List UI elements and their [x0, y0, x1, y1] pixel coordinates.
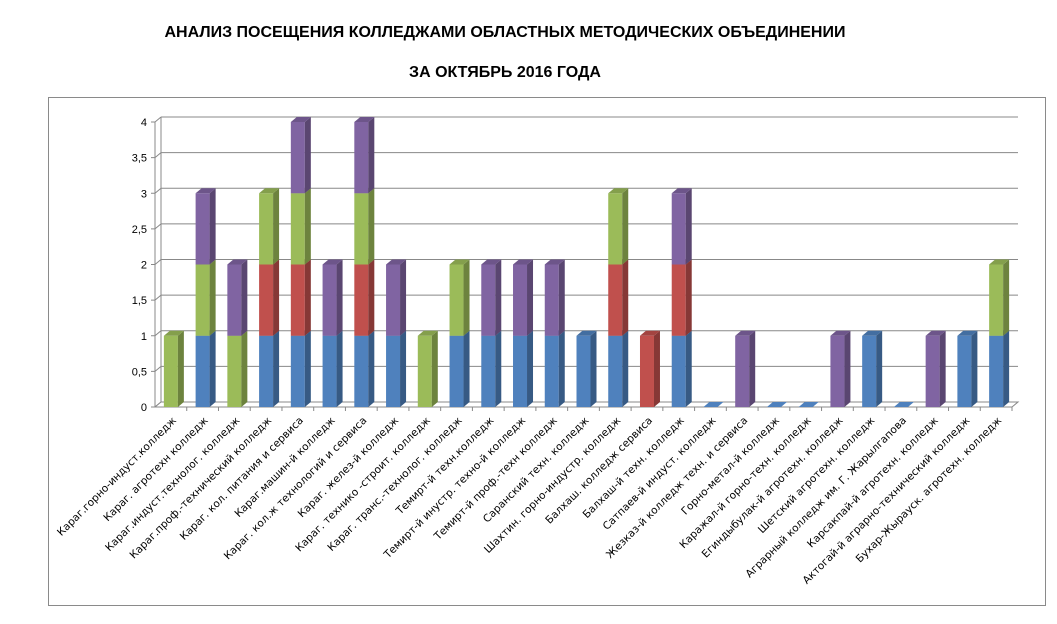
y-tick-label: 2	[141, 260, 147, 272]
bar-segment-series-3	[259, 188, 280, 265]
x-tick-label: Бухар-Жырауск. агротехн. колледж	[854, 414, 1005, 565]
y-tick-label: 1,5	[132, 295, 147, 307]
bar-segment-series-4	[830, 330, 851, 407]
bar-segment-series-1	[322, 330, 343, 407]
bar-segment-series-1	[481, 330, 502, 407]
bar-zero	[893, 402, 914, 407]
bar-segment-series-2	[259, 259, 280, 336]
bar-segment-series-4	[671, 188, 692, 265]
y-tick-label: 0	[141, 402, 147, 414]
bar-segment-series-3	[195, 259, 216, 336]
gridline-depth	[154, 330, 162, 337]
y-tick-label: 3	[141, 188, 147, 200]
gridline-depth	[154, 365, 162, 372]
bar-segment-series-1	[671, 330, 692, 407]
bar-segment-series-4	[354, 117, 375, 194]
bar-segment-series-3	[163, 330, 184, 407]
bar-segment-series-1	[195, 330, 216, 407]
bar-segment-series-1	[608, 330, 629, 407]
gridline-depth	[154, 259, 162, 265]
bar-segment-series-1	[576, 330, 597, 407]
bar-segment-series-2	[671, 259, 692, 336]
y-tick-label: 2,5	[132, 224, 147, 236]
bar-segment-series-4	[386, 259, 407, 336]
bar-segment-series-4	[322, 259, 343, 336]
x-tick-label: Караг.индуст.технолог. колледж	[103, 414, 243, 554]
x-tick-label: Шетский агротехн. колледж	[756, 414, 878, 536]
bar-zero	[766, 402, 787, 407]
gridline-depth	[154, 187, 162, 194]
gridline-depth	[154, 152, 162, 159]
bar-segment-series-2	[608, 259, 629, 336]
bar-segment-series-4	[925, 330, 946, 407]
bar-segment-series-4	[735, 330, 756, 407]
bar-segment-series-1	[290, 330, 311, 407]
chart-subtitle: ЗА ОКТЯБРЬ 2016 ГОДА	[409, 64, 601, 81]
bar-segment-series-4	[227, 259, 248, 336]
bar-zero	[798, 402, 819, 407]
bar-segment-series-3	[608, 188, 629, 265]
bar-segment-series-3	[227, 330, 248, 407]
bar-segment-series-1	[989, 330, 1010, 407]
y-tick-label: 3,5	[132, 153, 147, 165]
chart-title: АНАЛИЗ ПОСЕЩЕНИЯ КОЛЛЕДЖАМИ ОБЛАСТНЫХ МЕ…	[164, 24, 846, 41]
bar-segment-series-1	[449, 330, 470, 407]
bar-segment-series-4	[513, 259, 534, 336]
bar-segment-series-1	[957, 330, 978, 407]
bar-segment-series-1	[862, 330, 883, 407]
bar-segment-series-3	[417, 330, 438, 407]
chart-area	[48, 97, 1046, 606]
bar-segment-series-2	[639, 330, 660, 407]
bar-segment-series-1	[386, 330, 407, 407]
y-tick-label: 1	[141, 331, 147, 343]
bar-zero	[703, 402, 724, 407]
y-tick-label: 0,5	[132, 366, 147, 378]
bar-segment-series-4	[195, 188, 216, 265]
gridline-depth	[154, 223, 162, 230]
bar-segment-series-4	[544, 259, 565, 336]
bar-segment-series-1	[354, 330, 375, 407]
bar-segment-series-3	[989, 259, 1010, 336]
gridline-depth	[154, 294, 162, 301]
bar-segment-series-3	[290, 188, 311, 265]
bar-segment-series-2	[290, 259, 311, 336]
bar-segment-series-3	[449, 259, 470, 336]
bar-segment-series-4	[481, 259, 502, 336]
bar-segment-series-2	[354, 259, 375, 336]
bar-segment-series-1	[259, 330, 280, 407]
bar-segment-series-3	[354, 188, 375, 265]
bar-segment-series-1	[513, 330, 534, 407]
gridline-depth	[154, 116, 162, 123]
y-tick-label: 4	[141, 117, 147, 129]
bar-segment-series-1	[544, 330, 565, 407]
bar-segment-series-4	[290, 117, 311, 194]
